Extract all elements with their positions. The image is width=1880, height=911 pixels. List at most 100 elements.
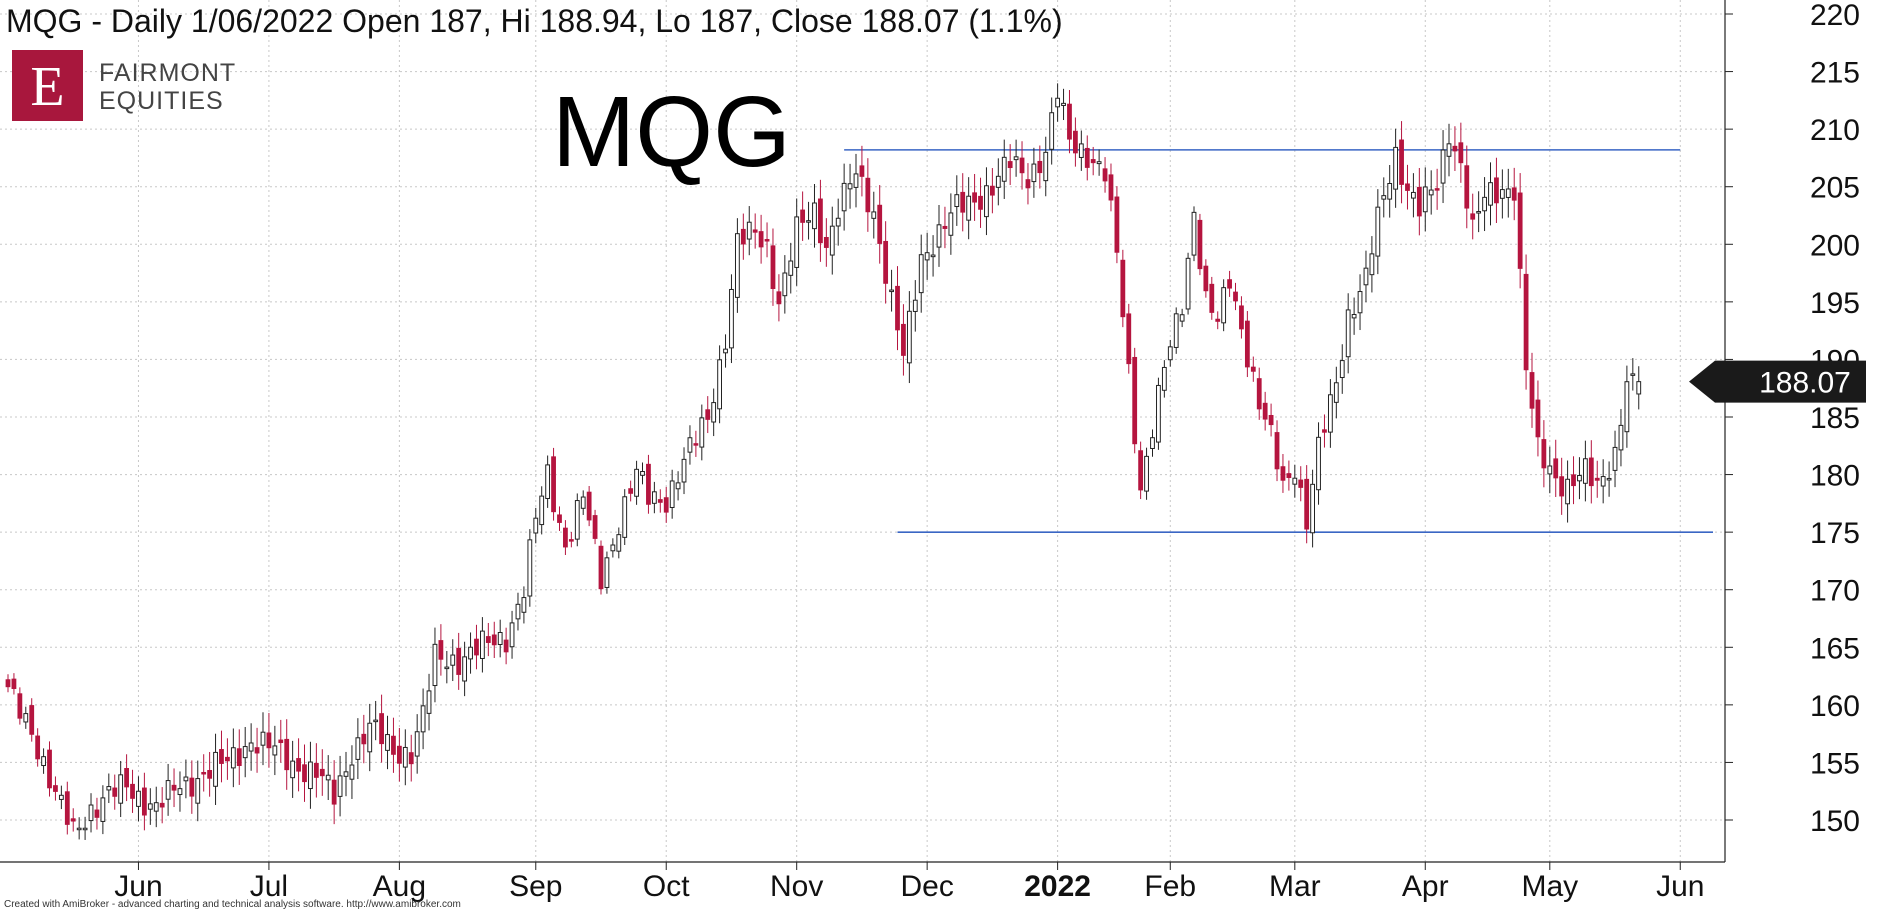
candle-body: [1541, 439, 1547, 469]
candle: [1108, 163, 1114, 212]
candle-body: [1244, 320, 1250, 368]
candle-body: [349, 764, 355, 780]
candle-body: [948, 212, 954, 236]
candle: [106, 773, 112, 804]
candle: [183, 759, 189, 799]
candle: [1292, 464, 1298, 498]
candle-body: [468, 646, 473, 660]
candle-body: [1298, 479, 1304, 488]
candle-body: [1428, 189, 1434, 196]
logo-word-equities: EQUITIES: [99, 87, 224, 115]
candle: [1025, 163, 1031, 205]
candle: [788, 242, 794, 294]
candle-body: [136, 790, 141, 807]
candle: [1571, 456, 1576, 505]
candle-body: [1505, 188, 1511, 198]
candle: [296, 738, 301, 792]
candle: [930, 235, 936, 277]
candle: [70, 808, 76, 832]
x-tick-label-4: Oct: [643, 870, 690, 903]
candle-body: [1102, 168, 1108, 182]
candle-body: [236, 748, 242, 766]
candle-body: [1612, 446, 1618, 471]
last-price-tag-text: 188.07: [1759, 367, 1851, 400]
candle-body: [462, 656, 468, 682]
candle: [984, 167, 989, 236]
candle: [776, 274, 782, 322]
candle: [456, 632, 462, 690]
candle: [1446, 123, 1452, 177]
candle-body: [545, 464, 551, 499]
candle: [865, 158, 871, 232]
candle: [1428, 170, 1434, 215]
candle-body: [313, 762, 319, 778]
y-tick-label-210: 210: [1810, 114, 1860, 147]
candle-body: [402, 746, 408, 768]
candle: [883, 221, 889, 304]
candle: [847, 163, 853, 209]
candle: [414, 714, 420, 774]
last-price-tag-shape: [1689, 360, 1866, 403]
candle: [367, 703, 373, 772]
candle-body: [551, 456, 556, 513]
candle-body: [746, 221, 752, 240]
candle: [912, 280, 918, 332]
candle-body: [1144, 455, 1149, 492]
candle: [485, 622, 491, 657]
candle: [942, 206, 948, 249]
candle: [284, 719, 290, 790]
candle-body: [82, 827, 88, 831]
candle: [539, 486, 545, 535]
candle-body: [266, 732, 272, 749]
candle: [260, 712, 266, 766]
candle-body: [1221, 287, 1227, 324]
candle-body: [426, 690, 432, 714]
candle-body: [1007, 161, 1013, 169]
candle-body: [391, 735, 396, 755]
candle: [349, 745, 355, 799]
candle-body: [189, 777, 195, 797]
candle-body: [1215, 318, 1221, 322]
candle-body: [1624, 381, 1630, 433]
candle: [1102, 157, 1108, 193]
candle-body: [1600, 476, 1606, 487]
candle-body: [1476, 211, 1482, 214]
candle: [1345, 293, 1351, 374]
candle: [1422, 167, 1428, 232]
candle-body: [1256, 378, 1262, 410]
x-tick-label-9: Mar: [1269, 870, 1321, 903]
candle-body: [794, 216, 800, 268]
candle: [740, 213, 746, 260]
candle-body: [343, 771, 349, 777]
candle: [853, 153, 859, 208]
candle: [1327, 379, 1333, 448]
candle: [1624, 365, 1630, 448]
candle: [1387, 164, 1393, 218]
candle-body: [646, 463, 651, 505]
candle-body: [776, 291, 782, 305]
candle-body: [485, 636, 491, 643]
candle: [325, 755, 331, 800]
candle: [1031, 147, 1037, 198]
candle: [610, 538, 616, 558]
y-tick-label-165: 165: [1810, 632, 1860, 665]
candle-body: [58, 794, 64, 800]
candle-body: [195, 778, 201, 804]
candle: [1393, 128, 1399, 208]
candle-body: [604, 557, 610, 588]
candle: [337, 755, 343, 817]
candle-body: [47, 749, 52, 789]
candle: [1256, 367, 1262, 420]
candle-body: [1167, 346, 1173, 361]
candle-body: [1031, 163, 1037, 183]
candle-body: [1067, 103, 1072, 140]
candle-body: [912, 299, 918, 312]
candle-body: [663, 497, 669, 513]
candle: [1132, 347, 1138, 454]
candle-body: [1577, 475, 1582, 482]
candle: [438, 624, 444, 676]
candle: [88, 793, 94, 833]
candle-body: [379, 713, 384, 745]
candle-body: [1547, 465, 1553, 475]
candle-body: [734, 233, 740, 298]
